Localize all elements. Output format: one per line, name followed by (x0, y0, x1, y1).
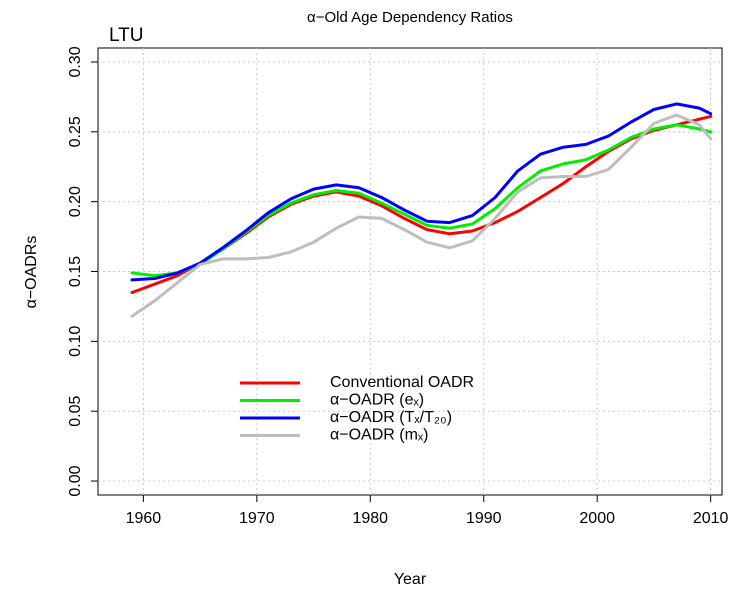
series-line (130, 113, 713, 318)
x-tick-label: 2010 (693, 510, 729, 527)
x-tick-label: 1970 (239, 510, 275, 527)
x-axis-label: Year (394, 571, 427, 588)
y-axis-label: α−OADRs (23, 236, 40, 309)
series-line (130, 102, 713, 282)
chart-title: α−Old Age Dependency Ratios (307, 9, 513, 26)
y-tick-label: 0.20 (67, 186, 84, 217)
series-line (130, 123, 713, 278)
legend-label: α−OADR (Tₓ/T₂₀) (330, 409, 452, 426)
y-tick-label: 0.10 (67, 326, 84, 357)
legend-label: Conventional OADR (330, 374, 474, 391)
y-tick-label: 0.15 (67, 256, 84, 287)
y-tick-label: 0.05 (67, 396, 84, 427)
legend-label: α−OADR (eₓ) (330, 392, 424, 409)
y-tick-label: 0.25 (67, 116, 84, 147)
legend-label: α−OADR (mₓ) (330, 427, 429, 444)
x-tick-label: 1990 (466, 510, 502, 527)
x-tick-label: 1980 (352, 510, 388, 527)
y-tick-label: 0.30 (67, 46, 84, 77)
x-tick-label: 1960 (126, 510, 162, 527)
x-tick-label: 2000 (579, 510, 615, 527)
y-tick-label: 0.00 (67, 465, 84, 496)
annotation: LTU (109, 25, 143, 46)
